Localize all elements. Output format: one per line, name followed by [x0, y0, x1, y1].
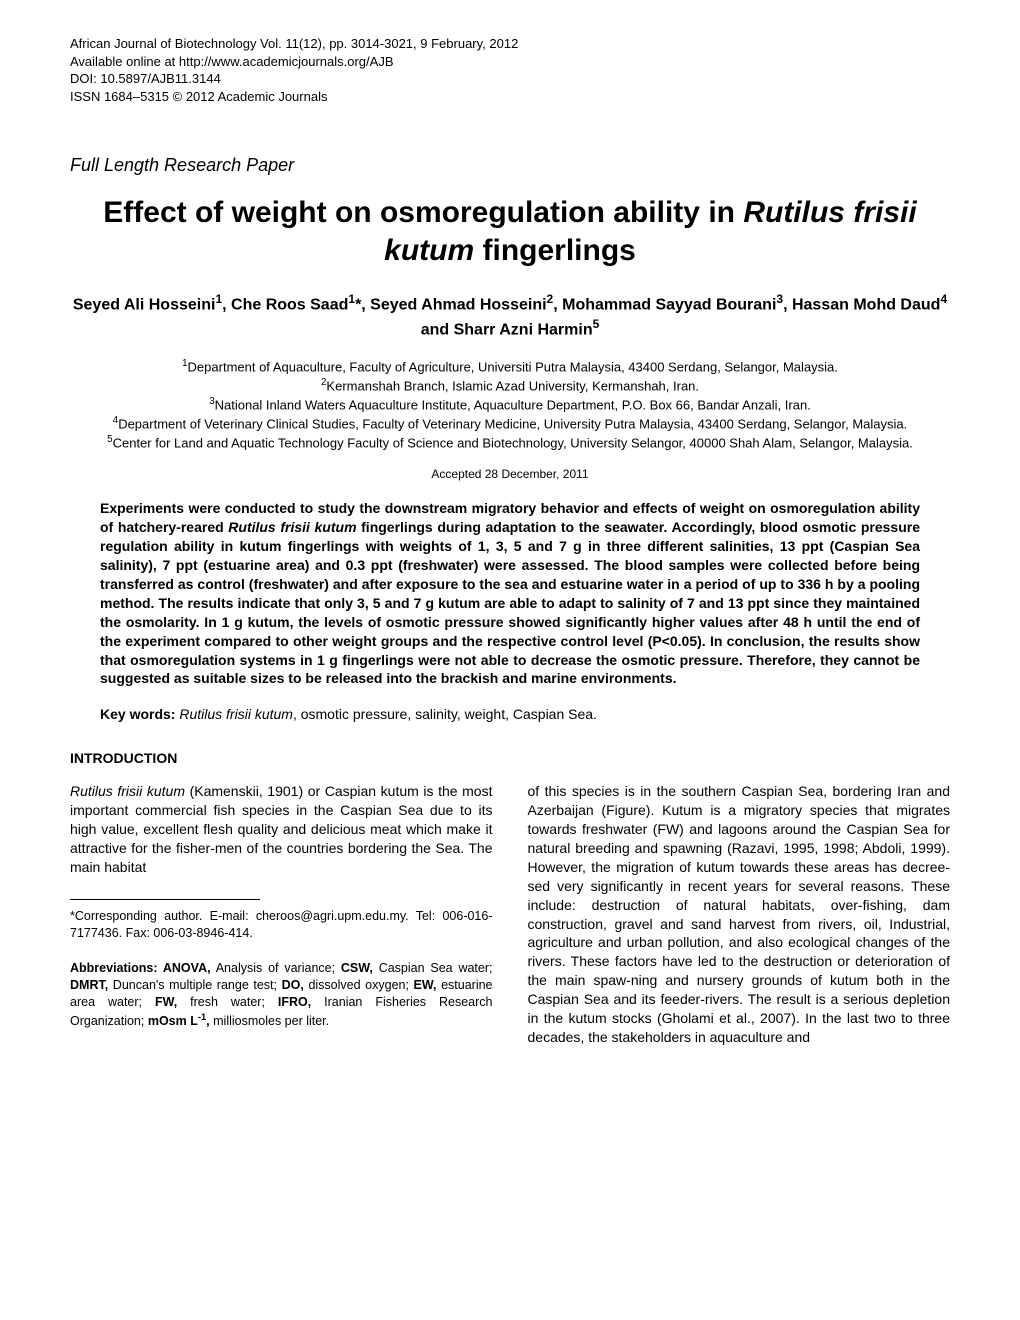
header-line2: Available online at http://www.academicj…	[70, 53, 950, 71]
header-line4: ISSN 1684–5315 © 2012 Academic Journals	[70, 88, 950, 106]
keywords: Key words: Rutilus frisii kutum, osmotic…	[100, 706, 920, 722]
affiliations: 1Department of Aquaculture, Faculty of A…	[70, 357, 950, 451]
title-part2: fingerlings	[474, 234, 636, 267]
header-line1: African Journal of Biotechnology Vol. 11…	[70, 35, 950, 53]
footnote-abbreviations: Abbreviations: ANOVA, Analysis of varian…	[70, 960, 493, 1030]
authors: Seyed Ali Hosseini1, Che Roos Saad1*, Se…	[70, 291, 950, 341]
keywords-italic: Rutilus frisii kutum	[179, 706, 293, 722]
keywords-label: Key words:	[100, 706, 175, 722]
column-left: Rutilus frisii kutum (Kamenskii, 1901) o…	[70, 782, 493, 1046]
paper-title: Effect of weight on osmoregulation abili…	[70, 194, 950, 269]
column-right: of this species is in the southern Caspi…	[528, 782, 951, 1046]
title-part1: Effect of weight on osmoregulation abili…	[103, 196, 743, 229]
keywords-rest: , osmotic pressure, salinity, weight, Ca…	[293, 706, 597, 722]
footnote-corresponding: *Corresponding author. E-mail: cheroos@a…	[70, 908, 493, 942]
journal-header: African Journal of Biotechnology Vol. 11…	[70, 35, 950, 105]
affiliation-5: 5Center for Land and Aquatic Technology …	[70, 433, 950, 452]
affiliation-1: 1Department of Aquaculture, Faculty of A…	[70, 357, 950, 376]
accepted-date: Accepted 28 December, 2011	[70, 467, 950, 481]
header-line3: DOI: 10.5897/AJB11.3144	[70, 70, 950, 88]
paper-type: Full Length Research Paper	[70, 155, 950, 176]
footnote-separator	[70, 899, 260, 900]
body-columns: Rutilus frisii kutum (Kamenskii, 1901) o…	[70, 782, 950, 1046]
abstract: Experiments were conducted to study the …	[100, 499, 920, 688]
affiliation-3: 3National Inland Waters Aquaculture Inst…	[70, 395, 950, 414]
affiliation-4: 4Department of Veterinary Clinical Studi…	[70, 414, 950, 433]
intro-para-left: Rutilus frisii kutum (Kamenskii, 1901) o…	[70, 782, 493, 876]
intro-para-right: of this species is in the southern Caspi…	[528, 782, 951, 1046]
section-heading-introduction: INTRODUCTION	[70, 750, 950, 766]
affiliation-2: 2Kermanshah Branch, Islamic Azad Univers…	[70, 376, 950, 395]
